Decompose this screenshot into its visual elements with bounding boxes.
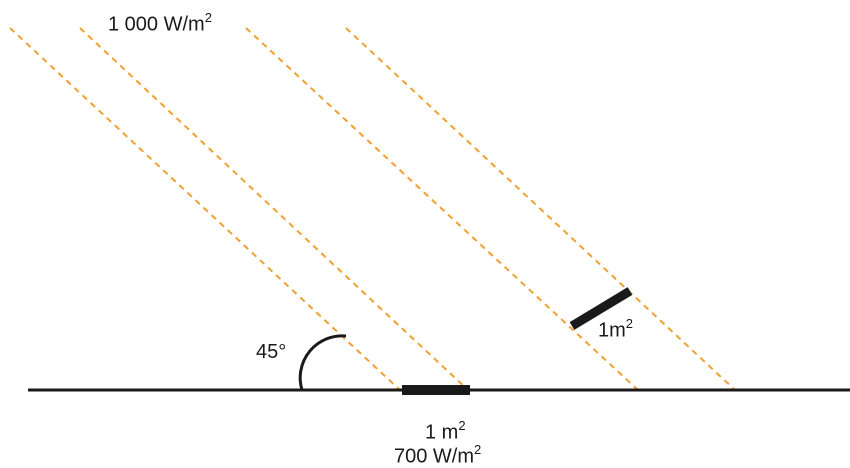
- sun-ray-1: [9, 27, 401, 391]
- tilted-panel: [569, 287, 633, 330]
- sun-ray-2: [79, 27, 469, 391]
- incident-irradiance-label: 1 000 W/m2: [108, 10, 212, 36]
- ground-irradiance-label: 700 W/m2: [394, 442, 482, 468]
- tilted-panel-label: 1m2: [598, 316, 634, 342]
- angle-label: 45°: [256, 341, 287, 363]
- sun-ray-4: [345, 27, 736, 391]
- sun-ray-3: [245, 27, 639, 391]
- angle-arc: [298, 334, 347, 391]
- ground-area-label: 1 m2: [425, 418, 466, 444]
